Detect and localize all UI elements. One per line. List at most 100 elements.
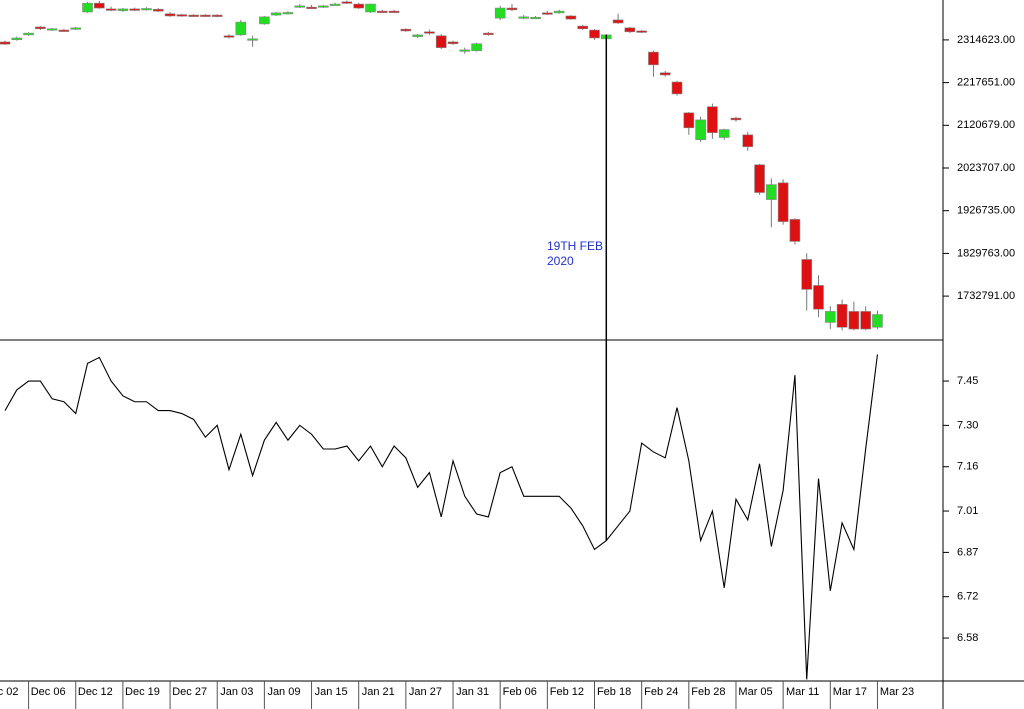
candle-body bbox=[836, 304, 848, 328]
candle-body bbox=[494, 7, 506, 19]
candle-body bbox=[659, 72, 671, 76]
candle-body bbox=[94, 2, 105, 9]
candle-body bbox=[223, 35, 235, 38]
candle-body bbox=[235, 21, 247, 36]
y-tick-label: 7.16 bbox=[957, 461, 978, 473]
candle-body bbox=[318, 5, 329, 8]
candle-body bbox=[200, 14, 211, 17]
candle-body bbox=[388, 10, 400, 13]
x-tick-label: Mar 11 bbox=[786, 686, 819, 698]
x-tick-label: Jan 09 bbox=[267, 686, 300, 698]
candle-body bbox=[270, 12, 282, 16]
candle-body bbox=[412, 34, 423, 37]
candle-body bbox=[164, 13, 176, 17]
candle-body bbox=[683, 112, 695, 129]
candle-body bbox=[824, 311, 836, 323]
candle-body bbox=[801, 259, 813, 290]
candle-body bbox=[376, 10, 388, 13]
candle-body bbox=[353, 3, 365, 9]
candle-body bbox=[0, 41, 11, 45]
candle-body bbox=[141, 8, 152, 11]
x-tick-label: Mar 05 bbox=[738, 686, 772, 698]
y-tick-label: 7.30 bbox=[957, 419, 978, 431]
candle-body bbox=[848, 311, 860, 330]
candle-body bbox=[424, 31, 435, 34]
x-tick-label: Jan 03 bbox=[220, 686, 253, 698]
candle-body bbox=[813, 285, 824, 310]
candle-body bbox=[789, 219, 801, 242]
candle-body bbox=[565, 15, 577, 20]
candle-body bbox=[542, 12, 553, 15]
candle-body bbox=[329, 3, 341, 6]
candle-body bbox=[518, 16, 530, 19]
candle-body bbox=[447, 41, 459, 45]
candle-body bbox=[577, 25, 589, 30]
candle-body bbox=[46, 28, 58, 31]
x-tick-label: Dec 06 bbox=[31, 686, 66, 698]
candle-body bbox=[188, 14, 199, 17]
candle-body bbox=[530, 16, 541, 20]
candle-body bbox=[176, 14, 188, 17]
y-tick-label: 1732791.00 bbox=[957, 290, 1015, 302]
candle-body bbox=[872, 314, 883, 328]
line-series bbox=[4, 354, 879, 680]
candle-body bbox=[259, 16, 270, 25]
x-tick-label: Jan 27 bbox=[409, 686, 442, 698]
candle-body bbox=[695, 119, 706, 140]
x-tick-label: Feb 18 bbox=[597, 686, 631, 698]
candle-body bbox=[754, 164, 765, 193]
candle-body bbox=[648, 51, 659, 66]
candle-body bbox=[23, 32, 34, 36]
candle-body bbox=[11, 37, 23, 41]
annotation: 2020 bbox=[547, 254, 574, 268]
x-tick-label: Feb 24 bbox=[644, 686, 678, 698]
candle-body bbox=[105, 8, 117, 11]
candle-body bbox=[58, 29, 70, 32]
y-tick-label: 1829763.00 bbox=[957, 247, 1015, 259]
candle-body bbox=[459, 49, 471, 52]
candle-body bbox=[553, 10, 565, 14]
candle-body bbox=[506, 7, 518, 11]
y-tick-label: 1926735.00 bbox=[957, 205, 1015, 217]
candle-body bbox=[341, 1, 353, 4]
x-tick-label: Dec 27 bbox=[172, 686, 207, 698]
y-tick-label: 2217651.00 bbox=[957, 77, 1015, 89]
y-tick-label: 2120679.00 bbox=[957, 119, 1015, 131]
candle-body bbox=[742, 134, 754, 148]
candle-body bbox=[624, 27, 636, 33]
candle-body bbox=[636, 30, 647, 33]
y-tick-label: 6.58 bbox=[957, 632, 978, 644]
candle-body bbox=[282, 12, 294, 15]
x-tick-label: Feb 06 bbox=[503, 686, 537, 698]
candle-body bbox=[483, 32, 494, 35]
candle-body bbox=[70, 27, 82, 30]
candle-body bbox=[294, 5, 306, 8]
y-tick-label: 7.45 bbox=[957, 375, 978, 387]
candle-body bbox=[707, 106, 718, 133]
candle-body bbox=[129, 8, 140, 11]
candle-body bbox=[718, 129, 730, 138]
candle-body bbox=[860, 311, 871, 330]
candle-body bbox=[777, 182, 789, 222]
x-tick-label: Jan 31 bbox=[456, 686, 489, 698]
x-tick-label: Dec 02 bbox=[0, 686, 18, 698]
candle-body bbox=[589, 29, 600, 39]
candle-body bbox=[35, 26, 46, 30]
x-tick-label: Mar 17 bbox=[833, 686, 867, 698]
candle-body bbox=[306, 6, 317, 9]
candle-body bbox=[365, 3, 376, 13]
x-tick-label: Feb 12 bbox=[550, 686, 584, 698]
candle-body bbox=[117, 8, 129, 11]
x-tick-label: Feb 28 bbox=[691, 686, 725, 698]
candle-body bbox=[612, 19, 624, 24]
x-tick-label: Jan 15 bbox=[315, 686, 348, 698]
x-tick-label: Mar 23 bbox=[880, 686, 914, 698]
candle-body bbox=[471, 43, 482, 52]
candle-body bbox=[671, 81, 683, 95]
candle-body bbox=[211, 14, 223, 17]
candle-body bbox=[82, 2, 93, 13]
candle-body bbox=[435, 35, 447, 48]
y-tick-label: 6.72 bbox=[957, 591, 978, 603]
